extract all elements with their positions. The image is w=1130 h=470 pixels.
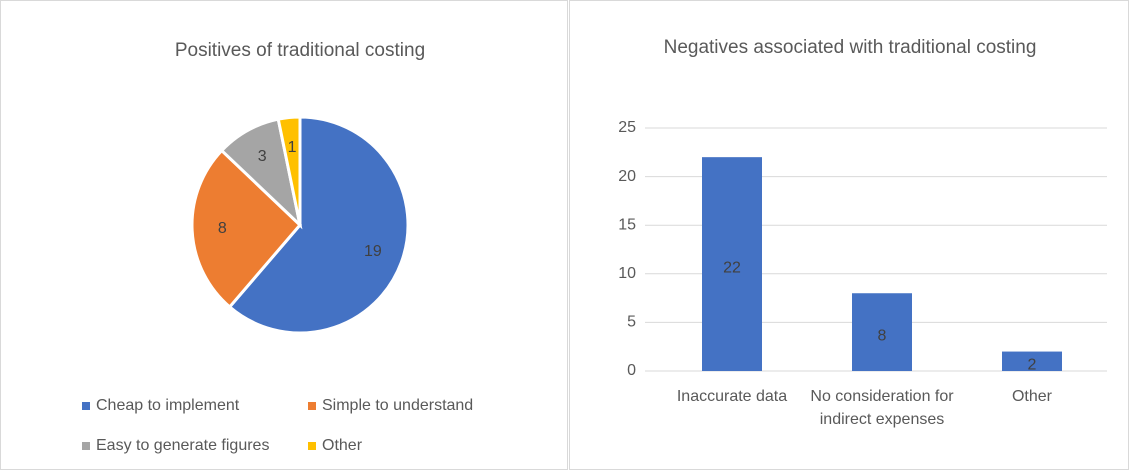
y-tick-label: 25 xyxy=(618,119,636,136)
pie-title: Positives of traditional costing xyxy=(175,40,425,61)
y-tick-label: 10 xyxy=(618,265,636,282)
pie-slice xyxy=(227,115,410,335)
legend-swatch xyxy=(308,402,316,410)
data-label: 8 xyxy=(218,220,227,237)
x-tick-label: No consideration for indirect expenses xyxy=(810,388,954,428)
x-tick-label: Other xyxy=(1011,388,1052,405)
data-label: 19 xyxy=(364,243,382,260)
legend-swatch xyxy=(82,402,90,410)
legend-swatch xyxy=(82,442,90,450)
legend-swatch xyxy=(308,442,316,450)
data-label: 22 xyxy=(723,259,741,276)
bar xyxy=(1002,351,1062,371)
pie-slice xyxy=(190,148,303,310)
bar xyxy=(702,157,762,371)
data-label: 2 xyxy=(1028,356,1037,373)
y-tick-label: 15 xyxy=(618,216,636,233)
data-label: 1 xyxy=(288,139,297,156)
x-tick-label: Inaccurate data xyxy=(676,388,788,405)
pie-slice xyxy=(276,115,302,226)
bar-title: Negatives associated with traditional co… xyxy=(663,37,1037,58)
data-label: 3 xyxy=(258,148,267,165)
data-label: 8 xyxy=(878,327,887,344)
legend-label: Simple to understand xyxy=(322,397,473,414)
bar xyxy=(852,293,912,371)
y-tick-label: 20 xyxy=(618,168,636,185)
legend-label: Cheap to implement xyxy=(96,397,240,414)
y-tick-label: 0 xyxy=(627,362,636,379)
legend-label: Easy to generate figures xyxy=(96,437,269,454)
legend-label: Other xyxy=(322,437,363,454)
y-tick-label: 5 xyxy=(627,314,636,331)
